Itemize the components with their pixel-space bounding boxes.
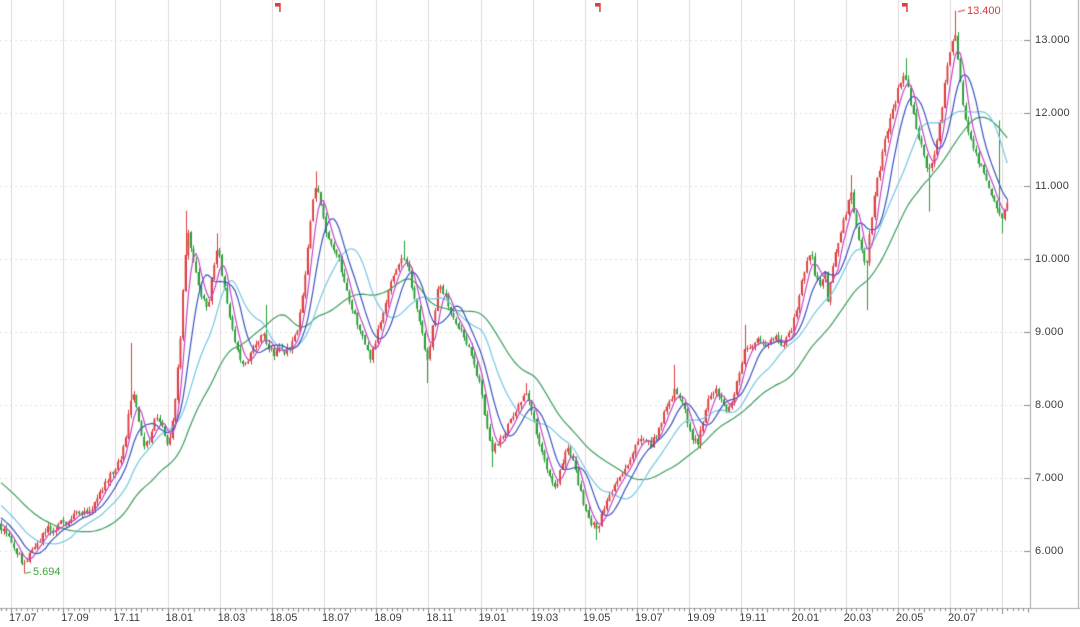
event-flag-icon[interactable]	[274, 0, 282, 12]
x-axis-tick-label: 20.05	[895, 612, 924, 624]
y-axis-tick-label: 10.000	[1035, 253, 1070, 265]
x-axis-tick-label: 20.03	[843, 612, 872, 624]
y-axis-tick-label: 13.000	[1035, 34, 1070, 46]
x-axis-tick-label: 17.07	[9, 612, 37, 624]
x-axis-tick-label: 19.11	[739, 612, 767, 624]
x-axis-tick-label: 20.01	[791, 612, 820, 624]
low-price-annotation: 5.694	[33, 566, 61, 578]
y-axis-tick-label: 6.000	[1035, 545, 1064, 557]
x-axis-tick-label: 18.11	[426, 612, 454, 624]
x-axis-tick-label: 20.07	[948, 612, 976, 624]
x-axis-tick-label: 19.01	[478, 612, 507, 624]
x-axis-tick-label: 18.03	[217, 612, 246, 624]
y-axis-tick-label: 11.000	[1035, 180, 1070, 192]
y-axis-tick-label: 12.000	[1035, 107, 1070, 119]
x-axis-tick-label: 17.11	[113, 612, 141, 624]
y-axis-tick-label: 9.000	[1035, 326, 1064, 338]
event-flag-icon[interactable]	[901, 0, 909, 12]
x-axis-tick-label: 19.05	[582, 612, 611, 624]
y-axis-tick-label: 7.000	[1035, 472, 1064, 484]
high-price-annotation: 13.400	[967, 5, 1001, 17]
x-axis-tick-label: 18.09	[374, 612, 402, 624]
x-axis-tick-label: 18.05	[269, 612, 298, 624]
x-axis-tick-label: 19.07	[635, 612, 663, 624]
y-axis-tick-label: 8.000	[1035, 399, 1064, 411]
x-axis-tick-label: 19.03	[530, 612, 559, 624]
x-axis-tick-label: 18.07	[322, 612, 350, 624]
x-axis-tick-label: 18.01	[165, 612, 194, 624]
x-axis-tick-label: 19.09	[687, 612, 715, 624]
x-axis-tick-label: 17.09	[61, 612, 89, 624]
event-flag-icon[interactable]	[594, 0, 602, 12]
